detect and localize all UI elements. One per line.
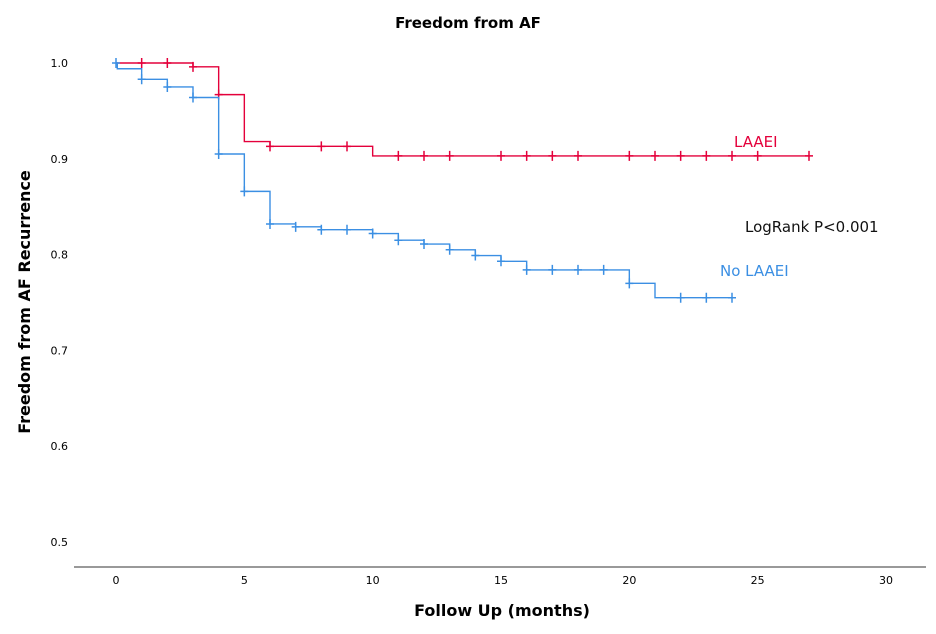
x-tick-label: 5 — [241, 574, 248, 587]
censor-mark-no-laaei — [548, 264, 557, 275]
censor-mark-no-laaei — [445, 244, 454, 255]
censor-mark-no-laaei — [368, 228, 377, 239]
censor-mark-laaei — [651, 150, 659, 161]
censor-mark-laaei — [445, 150, 454, 161]
censor-mark-no-laaei — [522, 264, 531, 275]
censor-mark-no-laaei — [702, 292, 711, 303]
y-tick-label: 0.5 — [51, 536, 69, 549]
censor-mark-laaei — [574, 150, 582, 161]
censor-mark-laaei — [702, 150, 711, 161]
survival-curve-no-laaei — [116, 62, 732, 299]
logrank-annotation: LogRank P<0.001 — [745, 218, 879, 236]
y-tick-label: 1.0 — [51, 57, 69, 70]
censor-mark-laaei — [163, 58, 172, 68]
x-tick-label: 30 — [879, 574, 893, 587]
censor-mark-laaei — [189, 61, 197, 72]
censor-mark-laaei — [420, 150, 428, 161]
censor-mark-laaei — [522, 150, 531, 161]
censor-mark-no-laaei — [137, 74, 146, 85]
censor-mark-laaei — [317, 141, 326, 152]
x-tick-label: 15 — [494, 574, 508, 587]
censor-mark-no-laaei — [676, 292, 685, 303]
censor-mark-no-laaei — [394, 235, 403, 246]
censor-mark-no-laaei — [420, 239, 428, 250]
censor-mark-no-laaei — [471, 250, 480, 261]
legend-laaei: LAAEI — [734, 133, 778, 151]
censor-mark-laaei — [676, 150, 685, 161]
censor-mark-laaei — [266, 141, 274, 152]
censor-mark-laaei — [137, 58, 146, 68]
y-tick-label: 0.7 — [51, 344, 69, 357]
censor-mark-no-laaei — [112, 58, 120, 68]
censor-mark-no-laaei — [240, 186, 249, 197]
censor-mark-no-laaei — [291, 221, 300, 232]
censor-mark-laaei — [805, 150, 813, 161]
y-tick-label: 0.9 — [51, 153, 69, 166]
censor-mark-no-laaei — [728, 292, 736, 303]
censor-mark-no-laaei — [189, 92, 197, 103]
x-tick-label: 25 — [751, 574, 765, 587]
censor-mark-no-laaei — [343, 224, 351, 235]
x-axis-label: Follow Up (months) — [414, 601, 590, 620]
censor-mark-no-laaei — [317, 224, 326, 235]
censor-mark-no-laaei — [266, 218, 274, 229]
legend-no-laaei: No LAAEI — [720, 262, 789, 280]
censor-mark-laaei — [497, 150, 505, 161]
censor-mark-laaei — [753, 150, 762, 161]
censor-mark-laaei — [343, 141, 351, 152]
censor-mark-no-laaei — [625, 278, 634, 289]
censor-mark-no-laaei — [599, 264, 608, 275]
censor-mark-no-laaei — [497, 256, 505, 267]
censor-mark-laaei — [394, 150, 403, 161]
survival-curve-laaei — [116, 62, 809, 157]
censor-mark-laaei — [548, 150, 557, 161]
censor-mark-no-laaei — [574, 264, 582, 275]
y-tick-label: 0.6 — [51, 440, 69, 453]
y-axis-label: Freedom from AF Recurrence — [15, 170, 34, 434]
y-tick-label: 0.8 — [51, 249, 69, 262]
censor-mark-laaei — [625, 150, 634, 161]
chart-title: Freedom from AF — [395, 14, 541, 32]
censor-mark-laaei — [728, 150, 736, 161]
x-tick-label: 0 — [113, 574, 120, 587]
censor-mark-no-laaei — [163, 81, 172, 92]
x-tick-label: 20 — [622, 574, 636, 587]
x-tick-label: 10 — [366, 574, 380, 587]
censor-mark-no-laaei — [214, 149, 223, 160]
